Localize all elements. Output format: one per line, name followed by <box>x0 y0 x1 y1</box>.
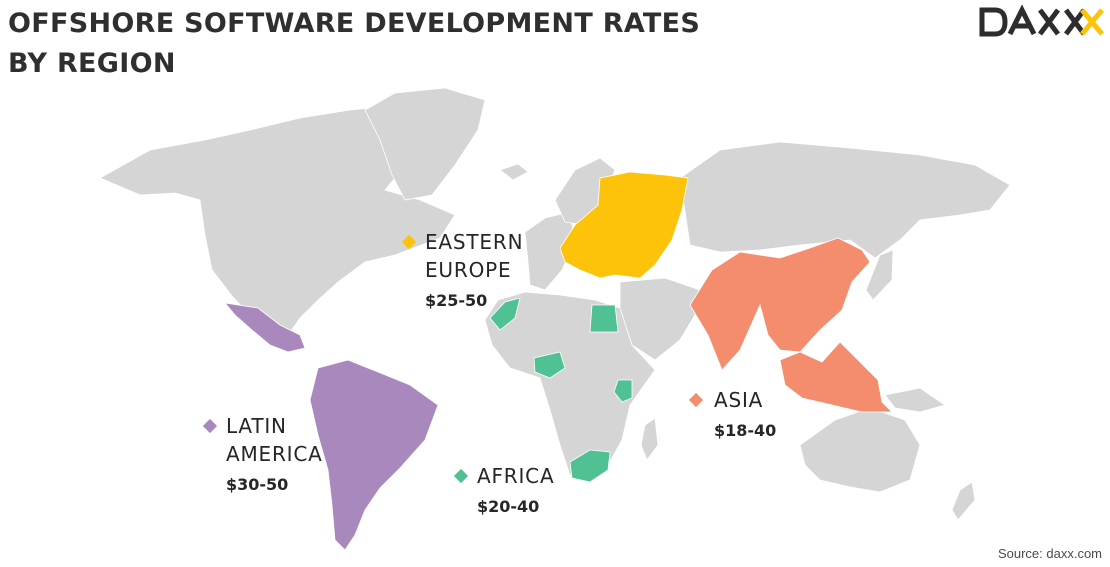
land-new-guinea <box>884 387 946 413</box>
region-africa-morocco-shape <box>489 297 521 331</box>
title-line-1: OFFSHORE SOFTWARE DEVELOPMENT RATES <box>8 8 701 39</box>
land-greenland <box>364 87 486 201</box>
title-line-2: BY REGION <box>8 48 176 79</box>
asia-name: ASIA <box>714 388 764 412</box>
region-latin-america-south-shape <box>309 359 439 551</box>
land-japan <box>865 249 894 301</box>
land-new-zealand <box>951 481 976 521</box>
africa-name: AFRICA <box>477 464 555 488</box>
land-madagascar <box>640 417 659 461</box>
latin-america-rate: $30-50 <box>226 475 289 494</box>
land-northern-asia <box>679 141 1011 259</box>
land-iceland <box>499 163 529 181</box>
land-western-europe <box>524 211 576 291</box>
land-australia <box>799 407 921 493</box>
region-eastern-europe-shape <box>559 171 689 279</box>
region-africa-nigeria-shape <box>533 351 566 379</box>
region-africa-egypt-shape <box>589 304 619 333</box>
asia-rate: $18-40 <box>714 421 777 440</box>
region-asia-china-shape <box>689 237 871 371</box>
label-eastern-europe: EASTERN EUROPE $25-50 <box>401 228 524 312</box>
label-latin-america: LATIN AMERICA $30-50 <box>202 412 323 496</box>
source-note: Source: daxx.com <box>997 546 1102 561</box>
region-africa-south-africa-shape <box>569 449 611 483</box>
label-asia: ASIA $18-40 <box>688 386 777 442</box>
region-latin-america-mexico-shape <box>224 302 306 353</box>
eastern-europe-name-1: EASTERN <box>425 230 524 254</box>
highlighted-regions <box>224 171 893 551</box>
region-africa-kenya-shape <box>613 379 633 403</box>
daxx-logo <box>979 4 1104 37</box>
latin-america-name-2: AMERICA <box>226 442 323 466</box>
label-africa: AFRICA $20-40 <box>453 462 555 518</box>
land-masses <box>99 87 1011 521</box>
land-north-america <box>99 104 456 339</box>
eastern-europe-rate: $25-50 <box>425 291 488 310</box>
eastern-europe-name-2: EUROPE <box>425 258 512 282</box>
africa-rate: $20-40 <box>477 497 540 516</box>
page-title: OFFSHORE SOFTWARE DEVELOPMENT RATES BY R… <box>8 4 700 84</box>
region-asia-sea-shape <box>779 341 893 413</box>
latin-america-name-1: LATIN <box>226 414 287 438</box>
